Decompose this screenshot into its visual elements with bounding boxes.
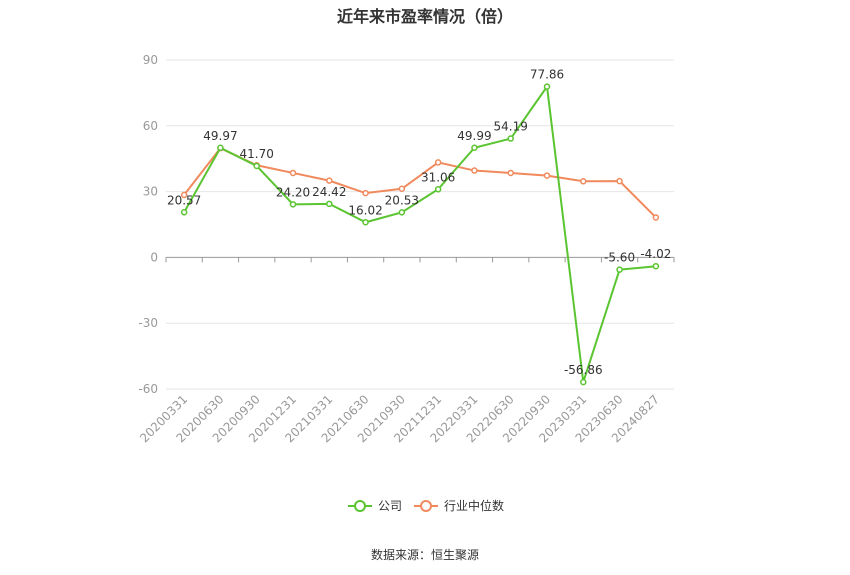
series-line-industry	[183, 146, 657, 219]
data-label: 31.06	[421, 170, 455, 184]
data-point-company[interactable]	[616, 266, 623, 273]
data-label: 49.97	[203, 129, 237, 143]
data-label: 77.86	[530, 68, 564, 82]
data-point-company[interactable]	[326, 200, 333, 208]
y-axis-ticks: 90 60 30 0 -30 -60	[138, 53, 158, 396]
legend-label-industry: 行业中位数	[444, 498, 504, 513]
data-label: 41.70	[240, 147, 274, 161]
data-point-company[interactable]	[652, 262, 660, 270]
data-point-industry[interactable]	[543, 172, 551, 179]
data-point-industry[interactable]	[362, 189, 369, 197]
y-tick-label: 60	[143, 119, 158, 133]
legend[interactable]: 公司 行业中位数	[348, 498, 504, 513]
y-tick-label: 30	[143, 185, 158, 199]
data-label: 24.20	[276, 185, 310, 199]
data-source: 数据来源：恒生聚源	[370, 548, 479, 562]
data-label: -56.86	[564, 363, 603, 377]
data-point-company[interactable]	[398, 209, 406, 216]
data-label: 16.02	[348, 203, 382, 217]
data-point-industry[interactable]	[398, 185, 406, 192]
grid-layer	[166, 59, 674, 390]
data-label: 20.53	[385, 193, 419, 207]
data-point-company[interactable]	[362, 219, 369, 226]
data-point-industry[interactable]	[471, 167, 478, 174]
data-point-industry[interactable]	[616, 177, 623, 185]
y-tick-label: 90	[143, 53, 158, 67]
data-point-industry[interactable]	[507, 169, 514, 177]
data-label: -5.60	[604, 251, 635, 265]
y-tick-label: -30	[138, 316, 158, 330]
data-point-company[interactable]	[434, 186, 442, 193]
data-point-company[interactable]	[580, 378, 587, 386]
data-point-industry[interactable]	[180, 191, 188, 199]
data-point-company[interactable]	[217, 144, 224, 152]
data-point-industry[interactable]	[326, 177, 333, 184]
data-point-industry[interactable]	[580, 178, 587, 185]
series-layer	[180, 83, 660, 386]
legend-label-company: 公司	[378, 499, 402, 513]
data-label: 49.99	[457, 129, 491, 143]
x-axis-ticks: 2020033120200630202009302020123120210331…	[137, 392, 662, 445]
data-point-industry[interactable]	[289, 169, 297, 177]
data-point-company[interactable]	[180, 209, 188, 216]
legend-item-industry[interactable]: 行业中位数	[414, 498, 504, 513]
data-point-industry[interactable]	[652, 214, 660, 221]
y-tick-label: -60	[138, 382, 158, 396]
data-point-company[interactable]	[507, 135, 514, 142]
data-point-company[interactable]	[471, 144, 478, 152]
series-line-company	[183, 83, 656, 383]
data-point-company[interactable]	[543, 83, 551, 90]
data-label: 54.19	[494, 120, 528, 134]
data-point-company[interactable]	[253, 162, 260, 170]
chart-title: 近年来市盈率情况（倍）	[336, 7, 513, 26]
legend-item-company[interactable]: 公司	[348, 499, 402, 513]
y-tick-label: 0	[150, 250, 158, 264]
data-point-industry[interactable]	[434, 159, 442, 166]
x-axis	[165, 256, 675, 263]
data-point-company[interactable]	[289, 201, 297, 208]
data-label: 20.57	[167, 193, 201, 207]
data-label: -4.02	[640, 247, 671, 261]
data-label: 24.42	[312, 185, 346, 199]
